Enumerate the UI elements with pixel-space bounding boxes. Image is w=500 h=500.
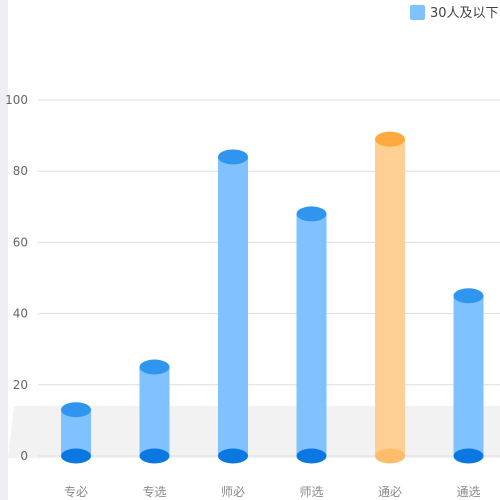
y-tick-label-80: 80 <box>13 164 28 178</box>
bar-base[interactable] <box>453 448 484 464</box>
legend[interactable]: 30人及以下 <box>410 5 499 21</box>
legend-swatch[interactable] <box>410 5 425 20</box>
bar-cap[interactable] <box>453 288 484 304</box>
x-tick-label-通选: 通选 <box>456 485 480 499</box>
bar-cap[interactable] <box>218 149 248 165</box>
bar-base[interactable] <box>218 448 248 464</box>
bar-师选[interactable] <box>296 206 327 464</box>
y-tick-label-40: 40 <box>13 307 28 321</box>
y-tick-label-60: 60 <box>13 235 28 249</box>
bar-base[interactable] <box>296 448 327 464</box>
bar-body[interactable] <box>218 156 248 456</box>
bar-body[interactable] <box>139 367 170 456</box>
y-tick-label-20: 20 <box>13 378 28 392</box>
bar-师必[interactable] <box>218 149 248 464</box>
x-tick-label-通必: 通必 <box>378 485 402 499</box>
legend-label[interactable]: 30人及以下 <box>430 6 499 21</box>
bar-base[interactable] <box>61 448 91 464</box>
bar-cap[interactable] <box>375 131 405 147</box>
bar-cap[interactable] <box>139 359 170 375</box>
bar-base[interactable] <box>139 448 170 464</box>
bar-通必[interactable] <box>375 131 405 464</box>
y-tick-label-100: 100 <box>5 93 28 107</box>
bar-body[interactable] <box>61 409 91 456</box>
bar-专必[interactable] <box>61 402 91 464</box>
y-tick-label-0: 0 <box>20 449 28 463</box>
bar-通选[interactable] <box>453 288 484 464</box>
bars <box>61 131 484 464</box>
x-tick-label-师必: 师必 <box>221 485 245 499</box>
x-tick-label-师选: 师选 <box>299 485 323 499</box>
bar-专选[interactable] <box>139 359 170 464</box>
left-edge-strip <box>0 0 8 500</box>
bar-body[interactable] <box>453 295 484 456</box>
bar-base[interactable] <box>375 448 405 464</box>
bar-cap[interactable] <box>296 206 327 222</box>
gridlines <box>38 99 500 457</box>
x-tick-label-专必: 专必 <box>64 484 88 499</box>
y-axis-tick-labels: 0 20 40 60 80 100 <box>5 93 28 463</box>
x-axis-category-labels: 专必 专选 师必 师选 通必 通选 <box>64 484 481 499</box>
bar-cap[interactable] <box>61 402 91 418</box>
bar-body[interactable] <box>375 139 405 456</box>
bar-body[interactable] <box>296 213 327 456</box>
x-tick-label-专选: 专选 <box>142 484 166 499</box>
